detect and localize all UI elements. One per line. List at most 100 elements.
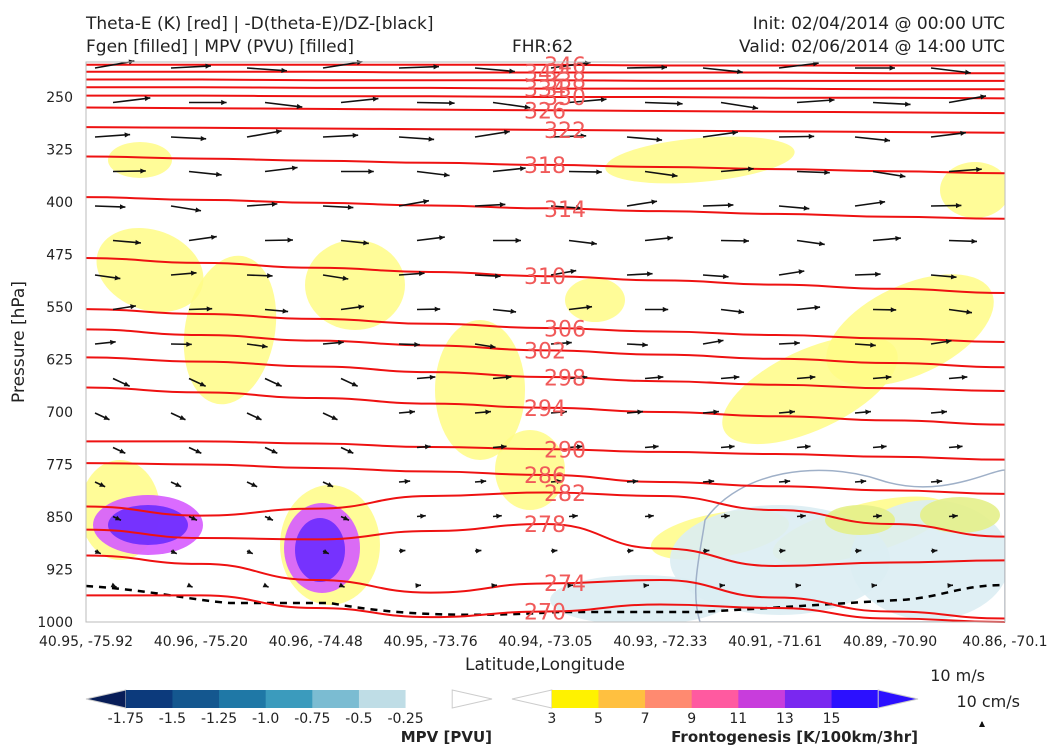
wind-arrow bbox=[112, 446, 126, 454]
x-tick-label: 40.96, -75.20 bbox=[154, 634, 248, 650]
wind-arrow bbox=[493, 237, 521, 244]
wind-arrow bbox=[322, 412, 338, 421]
wind-arrow bbox=[262, 582, 269, 588]
wind-arrow bbox=[855, 65, 895, 71]
wind-arrow bbox=[550, 478, 563, 485]
theta-e-label-322: 322 bbox=[544, 119, 586, 144]
wind-arrow bbox=[416, 374, 436, 380]
theta-e-label-338: 338 bbox=[544, 69, 586, 94]
wind-arrow bbox=[702, 202, 734, 208]
wind-arrow bbox=[188, 377, 207, 388]
theta-e-label-298: 298 bbox=[544, 367, 586, 392]
wind-arrow bbox=[702, 273, 729, 279]
fgen-tick-label: 15 bbox=[823, 711, 841, 727]
wind-arrow bbox=[264, 446, 278, 454]
theta-e-label-294: 294 bbox=[524, 397, 566, 422]
mpv-tick-label: -1.0 bbox=[252, 711, 279, 727]
theta-e-label-286: 286 bbox=[524, 464, 566, 489]
theta-e-line-294 bbox=[85, 386, 1006, 426]
wind-arrow bbox=[340, 239, 369, 246]
wind-arrow bbox=[322, 132, 359, 139]
wind-arrow bbox=[720, 513, 730, 519]
wind-arrow bbox=[948, 238, 978, 244]
wind-arrow bbox=[341, 168, 374, 175]
y-tick-label: 1000 bbox=[37, 615, 73, 631]
wind-arrow bbox=[416, 100, 455, 106]
theta-e-line-302 bbox=[85, 328, 1006, 369]
wind-arrow bbox=[778, 478, 791, 485]
wind-arrow bbox=[930, 409, 948, 415]
theta-e-label-274: 274 bbox=[544, 572, 586, 597]
yellow-fill-blob bbox=[826, 274, 994, 386]
blue-fill-blob bbox=[550, 575, 730, 622]
wind-arrow bbox=[94, 549, 102, 555]
wind-arrow bbox=[568, 513, 578, 519]
y-tick-label: 250 bbox=[46, 90, 73, 106]
wind-arrow bbox=[322, 549, 330, 555]
y-tick-label: 325 bbox=[46, 143, 73, 159]
mpv-colorbar-label: MPV [PVU] bbox=[401, 728, 492, 746]
theta-e-label-270: 270 bbox=[524, 601, 566, 626]
wind-arrow bbox=[492, 444, 507, 450]
wind-arrow bbox=[246, 481, 258, 488]
theta-e-label-330: 330 bbox=[544, 86, 586, 111]
y-tick-label: 925 bbox=[46, 563, 73, 579]
wind-arrow bbox=[778, 61, 819, 69]
wind-arrow bbox=[94, 412, 110, 421]
wind-arrow bbox=[626, 478, 639, 485]
theta-e-line-326 bbox=[85, 106, 1006, 115]
wind-arrow bbox=[550, 133, 587, 139]
mpv-tick-label: -0.25 bbox=[387, 711, 423, 727]
wind-arrow bbox=[567, 583, 574, 589]
wind-arrow bbox=[112, 304, 137, 311]
wind-arrow bbox=[796, 513, 806, 519]
mpv-tick-label: -1.25 bbox=[201, 711, 237, 727]
fgen-tick-label: 7 bbox=[641, 711, 650, 727]
wind-arrow bbox=[416, 444, 431, 450]
wind-arrow bbox=[702, 409, 720, 415]
wind-arrow bbox=[626, 342, 648, 348]
ygreen-fill-blob bbox=[920, 497, 1000, 533]
theta-e-line-310 bbox=[85, 257, 1006, 294]
wind-arrow bbox=[491, 583, 498, 589]
wind-arrow bbox=[112, 377, 131, 388]
theta-e-label-310: 310 bbox=[524, 265, 566, 290]
theta-e-label-282: 282 bbox=[544, 482, 586, 507]
y-tick-label: 850 bbox=[46, 510, 73, 526]
wind-arrow bbox=[796, 305, 821, 311]
wind-arrow bbox=[872, 307, 897, 313]
theta-e-line-306 bbox=[85, 308, 1006, 343]
wind-arrow bbox=[492, 513, 502, 519]
y-tick-label: 550 bbox=[46, 300, 73, 316]
wind-arrow bbox=[550, 548, 558, 554]
wind-arrow bbox=[643, 583, 650, 589]
wind-arrow bbox=[778, 340, 800, 346]
wind-arrow bbox=[492, 166, 526, 173]
wind-arrow bbox=[568, 304, 593, 311]
x-tick-label: 40.86, -70.1 bbox=[962, 634, 1047, 650]
wind-arrow bbox=[474, 409, 492, 415]
fgen-colorbar-label: Frontogenesis [K/100km/3hr] bbox=[671, 728, 918, 746]
y-tick-label: 400 bbox=[46, 195, 73, 211]
wind-arrow bbox=[474, 273, 501, 279]
wind-arrow bbox=[416, 513, 426, 519]
wind-arrow bbox=[645, 306, 669, 313]
wind-arrow bbox=[338, 582, 345, 588]
wind-arrow bbox=[872, 101, 911, 107]
wind-arrow bbox=[170, 135, 207, 142]
wind-arrow bbox=[720, 101, 759, 111]
wind-arrow bbox=[930, 130, 967, 138]
plot-frame bbox=[85, 61, 1006, 623]
mpv-tick-label: -0.75 bbox=[294, 711, 330, 727]
fgen-tick-label: 13 bbox=[776, 711, 794, 727]
wind-arrow bbox=[340, 304, 365, 311]
wind-arrow bbox=[492, 101, 531, 110]
x-tick-label: 40.95, -73.76 bbox=[384, 634, 478, 650]
wind-arrow bbox=[398, 478, 411, 485]
wind-arrow bbox=[796, 444, 811, 450]
wind-arrow bbox=[778, 548, 786, 554]
wind-arrow bbox=[340, 377, 359, 388]
wind-arrow bbox=[626, 199, 658, 207]
mpv-tick-label: -0.5 bbox=[345, 711, 372, 727]
yellow-fill-blob bbox=[183, 255, 277, 405]
